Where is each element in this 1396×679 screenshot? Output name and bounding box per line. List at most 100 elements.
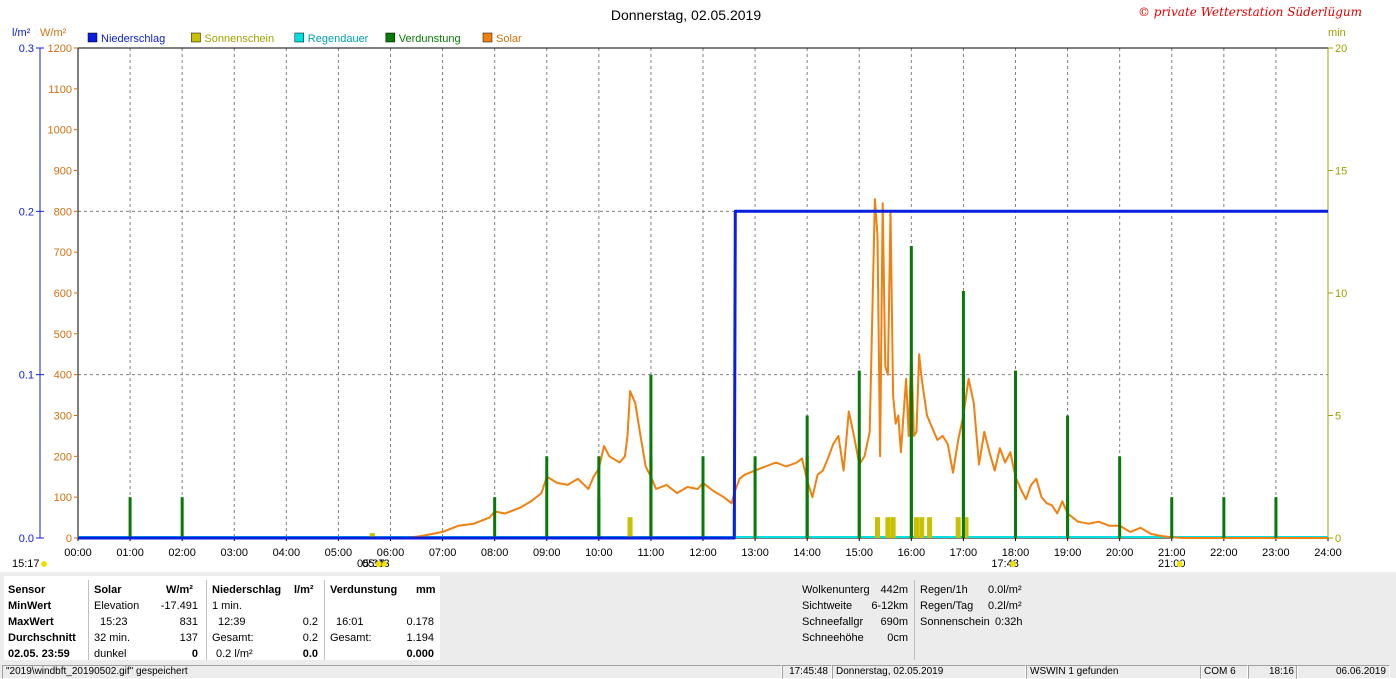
legend-swatch bbox=[386, 33, 395, 42]
legend-label: Sonnenschein bbox=[204, 33, 274, 45]
x-tick-label: 13:00 bbox=[741, 547, 769, 559]
x-tick-label: 04:00 bbox=[273, 547, 301, 559]
legend-label: Niederschlag bbox=[101, 33, 165, 45]
verdunstung-bar bbox=[910, 391, 913, 538]
x-tick-label: 09:00 bbox=[533, 547, 561, 559]
solar-tick-label: 100 bbox=[54, 492, 72, 504]
status-time: 17:45:48 bbox=[782, 665, 832, 679]
sensor-datetime: 02.05. 23:59 bbox=[8, 648, 70, 660]
verdunstung-bar bbox=[1118, 456, 1121, 538]
verdunstung-bar bbox=[962, 375, 965, 538]
solar-tick-label: 600 bbox=[54, 288, 72, 300]
verdunstung-bar bbox=[129, 497, 132, 538]
sensor-durchschnitt: Durchschnitt bbox=[8, 632, 76, 644]
verdunstung-bar bbox=[1274, 497, 1277, 538]
solar-row-label: 15:23 bbox=[100, 616, 128, 628]
solar-row-label: Elevation bbox=[94, 600, 139, 612]
status-date: Donnerstag, 02.05.2019 bbox=[832, 665, 1026, 679]
weather-label-schneehoehe: Schneehöhe bbox=[802, 632, 864, 644]
x-tick-label: 10:00 bbox=[585, 547, 613, 559]
solar-tick-label: 500 bbox=[54, 329, 72, 341]
rain-tick-label: 0.0 bbox=[19, 533, 34, 545]
solar-header: Solar bbox=[94, 584, 122, 596]
verdunstung-bar bbox=[597, 497, 600, 538]
x-tick-label: 17:00 bbox=[950, 547, 978, 559]
chart-legend: Niederschlag Sonnenschein Regendauer Verdun… bbox=[88, 33, 522, 45]
solar-tick-label: 400 bbox=[54, 370, 72, 382]
legend-label: Verdunstung bbox=[399, 33, 461, 45]
x-tick-label: 12:00 bbox=[689, 547, 717, 559]
weather-value-schneefallgr: 690m bbox=[860, 616, 908, 628]
evap-row-label: 16:01 bbox=[336, 616, 364, 628]
evap-row-value: 1.194 bbox=[386, 632, 434, 644]
sonnenschein-bar bbox=[885, 517, 890, 538]
evap-row-value: 0.178 bbox=[386, 616, 434, 628]
summary-label-sonnenschein: Sonnenschein bbox=[920, 616, 990, 628]
verdunstung-bar bbox=[545, 456, 548, 538]
legend-swatch bbox=[483, 33, 492, 42]
sonnenschein-bar bbox=[927, 517, 932, 538]
summary-label-regen-1h: Regen/1h bbox=[920, 584, 968, 596]
chart-title: Donnerstag, 02.05.2019 bbox=[611, 7, 761, 23]
solar-row-label: 32 min. bbox=[94, 632, 130, 644]
rain-header: Niederschlag bbox=[212, 584, 281, 596]
legend-label: Regendauer bbox=[308, 33, 369, 45]
solar-row-value: 0 bbox=[150, 648, 198, 660]
sun-icon bbox=[1010, 561, 1016, 567]
solar-tick-label: 200 bbox=[54, 451, 72, 463]
minutes-tick-label: 0 bbox=[1335, 533, 1341, 545]
rain-row-value: 0.2 bbox=[270, 616, 318, 628]
verdunstung-bar bbox=[493, 497, 496, 538]
statistics-panel: Sensor MinWert MaxWert Durchschnitt 02.0… bbox=[0, 572, 1396, 664]
verdunstung-bar bbox=[806, 456, 809, 538]
verdunstung-bar bbox=[702, 497, 705, 538]
x-tick-label: 08:00 bbox=[481, 547, 509, 559]
verdunstung-bar bbox=[858, 456, 861, 538]
sonnenschein-bar bbox=[919, 517, 924, 538]
evap-unit: mm bbox=[416, 584, 436, 596]
x-tick-label: 05:00 bbox=[325, 547, 353, 559]
rain-row-label: 0.2 l/m² bbox=[216, 648, 253, 660]
status-time2: 18:16 bbox=[1248, 665, 1298, 679]
x-tick-label: 23:00 bbox=[1262, 547, 1290, 559]
weather-value-sichtweite: 6-12km bbox=[860, 600, 908, 612]
solar-tick-label: 800 bbox=[54, 206, 72, 218]
summary-value-regen-tag: 0.2l/m² bbox=[988, 600, 1022, 612]
rain-row-value: 0.0 bbox=[270, 648, 318, 660]
sun-icon bbox=[41, 561, 47, 567]
solar-tick-label: 700 bbox=[54, 247, 72, 259]
evap-row-value: 0.000 bbox=[386, 648, 434, 660]
x-tick-label: 01:00 bbox=[116, 547, 144, 559]
rain-unit: l/m² bbox=[294, 584, 314, 596]
summary-label-regen-tag: Regen/Tag bbox=[920, 600, 973, 612]
x-tick-label: 00:00 bbox=[64, 547, 92, 559]
legend-swatch bbox=[295, 33, 304, 42]
verdunstung-bar bbox=[754, 456, 757, 538]
solar-row-value: -17.491 bbox=[150, 600, 198, 612]
rain-tick-label: 0.3 bbox=[19, 43, 34, 55]
sensor-header: Sensor bbox=[8, 584, 45, 596]
status-com: COM 6 bbox=[1200, 665, 1248, 679]
x-tick-label: 07:00 bbox=[429, 547, 457, 559]
x-tick-label: 14:00 bbox=[793, 547, 821, 559]
x-tick-label: 02:00 bbox=[168, 547, 196, 559]
solar-tick-label: 300 bbox=[54, 411, 72, 423]
legend-swatch bbox=[191, 33, 200, 42]
status-found: WSWIN 1 gefunden bbox=[1026, 665, 1202, 679]
weather-label-sichtweite: Sichtweite bbox=[802, 600, 852, 612]
solar-unit: W/m² bbox=[166, 584, 193, 596]
sensor-minwert: MinWert bbox=[8, 600, 51, 612]
status-file: "2019\windbft_20190502.gif" gespeichert bbox=[2, 665, 782, 679]
status-bar: "2019\windbft_20190502.gif" gespeichert … bbox=[0, 664, 1396, 678]
evap-row-label: Gesamt: bbox=[330, 632, 372, 644]
solar-tick-label: 1000 bbox=[48, 125, 72, 137]
rain-row-value: 0.2 bbox=[270, 632, 318, 644]
sun-marker-label: 15:17 bbox=[12, 558, 40, 570]
weather-label-schneefallgr: Schneefallgr bbox=[802, 616, 863, 628]
solar-tick-label: 900 bbox=[54, 166, 72, 178]
sonnenschein-bar bbox=[891, 517, 896, 538]
solar-tick-label: 1200 bbox=[48, 43, 72, 55]
